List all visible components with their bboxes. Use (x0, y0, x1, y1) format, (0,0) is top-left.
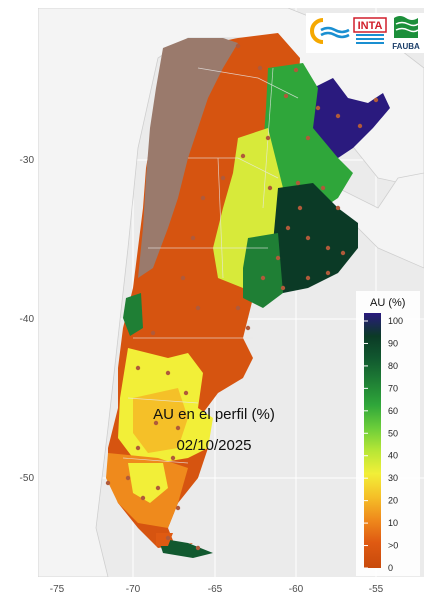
region-south-yellow (128, 463, 168, 503)
map-title: AU en el perfil (%) (153, 406, 275, 423)
station-point (325, 245, 331, 251)
station-point (245, 325, 251, 331)
longitude-tick-label: -55 (369, 584, 384, 595)
soil-water-heatmap (106, 33, 390, 558)
station-point (135, 365, 141, 371)
latitude-tick-label: -40 (20, 314, 35, 325)
station-point (357, 123, 363, 129)
station-point (165, 370, 171, 376)
station-point (267, 185, 273, 191)
station-point (150, 330, 156, 336)
longitude-tick-label: -75 (50, 584, 65, 595)
station-point (235, 305, 241, 311)
station-point (305, 275, 311, 281)
region-tierra-del-fuego (158, 538, 213, 558)
station-point (195, 545, 201, 551)
region-west-green (123, 293, 143, 336)
station-point (175, 505, 181, 511)
station-point (155, 485, 161, 491)
station-points (105, 43, 379, 551)
station-point (285, 225, 291, 231)
station-point (293, 67, 299, 73)
legend-label: 50 (388, 428, 398, 438)
latitude-tick-label: -30 (20, 155, 35, 166)
station-point (295, 180, 301, 186)
station-point (335, 113, 341, 119)
region-patagonia-light (133, 388, 188, 453)
station-point (260, 275, 266, 281)
legend-colorbar (364, 313, 381, 568)
fauba-logo: FAUBA (392, 16, 420, 51)
station-point (275, 255, 281, 261)
station-point (340, 250, 346, 256)
longitude-tick-labels: -75 -70 -65 -60 -55 (50, 584, 384, 595)
station-point (265, 135, 271, 141)
longitude-tick-label: -65 (208, 584, 223, 595)
station-point (283, 93, 289, 99)
station-point (257, 65, 263, 71)
legend-label: 20 (388, 496, 398, 506)
legend-label: 0 (388, 563, 393, 573)
logos: INTA FAUBA (306, 13, 424, 53)
station-point (235, 43, 241, 49)
station-point (220, 175, 226, 181)
station-point (195, 305, 201, 311)
region-pampas (266, 183, 358, 293)
station-point (165, 535, 171, 541)
station-point (335, 205, 341, 211)
station-point (180, 275, 186, 281)
inta-logo-text: INTA (358, 20, 383, 32)
station-point (190, 235, 196, 241)
station-point (153, 420, 159, 426)
legend-label: 30 (388, 473, 398, 483)
station-point (105, 480, 111, 486)
station-point (135, 445, 141, 451)
legend-label: 80 (388, 361, 398, 371)
station-point (373, 97, 379, 103)
longitude-tick-label: -70 (126, 584, 141, 595)
region-misiones (308, 78, 390, 158)
station-point (175, 425, 181, 431)
legend-label: >0 (388, 541, 398, 551)
station-point (280, 285, 286, 291)
station-point (140, 495, 146, 501)
station-point (325, 270, 331, 276)
inta-logo: INTA (353, 17, 387, 44)
longitude-tick-label: -60 (289, 584, 304, 595)
station-point (305, 135, 311, 141)
legend-label: 90 (388, 338, 398, 348)
station-point (183, 390, 189, 396)
station-point (240, 153, 246, 159)
station-point (305, 235, 311, 241)
legend-labels: 100 90 80 70 60 50 40 30 20 10 >0 0 (364, 316, 403, 573)
station-point (200, 195, 206, 201)
station-point (315, 105, 321, 111)
map-panel: AU en el perfil (%) 02/10/2025 AU (%) (38, 8, 424, 577)
map-canvas: AU en el perfil (%) 02/10/2025 AU (%) (38, 8, 424, 577)
station-point (170, 455, 176, 461)
legend-label: 10 (388, 518, 398, 528)
map-date: 02/10/2025 (176, 437, 251, 454)
latitude-tick-label: -50 (20, 473, 35, 484)
station-point (297, 205, 303, 211)
legend-label: 40 (388, 451, 398, 461)
sun-water-logo (310, 18, 350, 44)
region-pampas-edge (243, 233, 283, 308)
fauba-logo-text: FAUBA (392, 42, 420, 51)
legend-label: 100 (388, 316, 403, 326)
legend-label: 60 (388, 406, 398, 416)
legend-label: 70 (388, 383, 398, 393)
latitude-tick-labels: -30 -40 -50 (20, 155, 35, 484)
station-point (125, 475, 131, 481)
station-point (320, 185, 326, 191)
legend-title: AU (%) (370, 297, 405, 309)
